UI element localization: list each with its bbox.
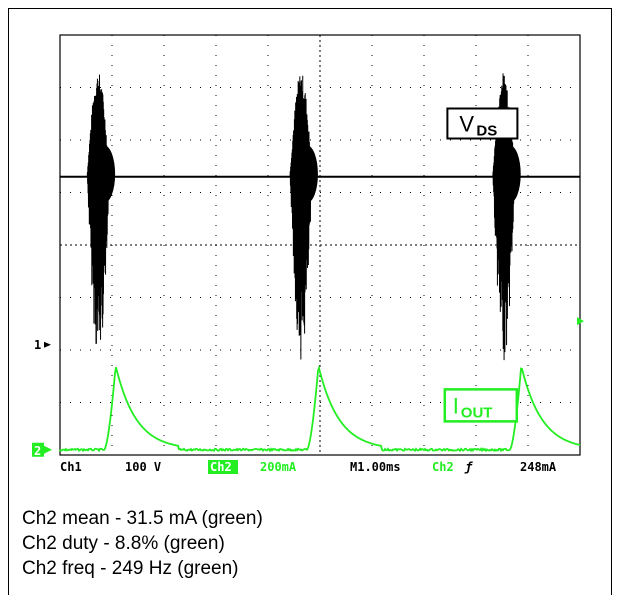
vds-trace-label: V DS [446,107,519,140]
vds-burst-core [296,145,318,203]
ch1-ground-marker: 1 [34,338,51,352]
ch1-scale: 100 V [125,460,161,474]
ch2-label-highlight [208,460,238,474]
iout-trace [59,364,581,453]
ch2-scale: 200mA [260,460,297,474]
vds-burst-core [93,145,116,203]
vds-burst-core [498,145,521,203]
measurement-mean: Ch2 mean - 31.5 mA (green) [22,508,263,529]
scope-grid [59,34,581,456]
trigger-level-arrow [577,317,584,326]
vds-label-main: V [459,112,474,137]
vds-label-subscript: DS [476,123,497,140]
ch1-label: Ch1 [60,460,82,474]
vds-trace [60,73,580,361]
ch1-ground-label: 1 [34,338,41,352]
trigger-slope-icon: ƒ [464,460,473,474]
measurement-duty: Ch2 duty - 8.8% (green) [22,533,225,554]
trigger-level: 248mA [520,460,557,474]
iout-waveform [59,364,581,453]
ch2-ground-label: 2 [34,444,41,458]
timebase: M1.00ms [350,460,401,474]
iout-label-main: I [453,393,459,418]
ch2-label: Ch2 [210,460,232,474]
measurement-frequency: Ch2 freq - 249 Hz (green) [22,558,239,579]
figure-frame [8,8,612,595]
trigger-source: Ch2 [432,460,454,474]
status-bar: Ch1 100 V Ch2 200mA M1.00ms Ch2 ƒ 248mA [60,460,557,474]
iout-label-subscript: OUT [461,404,493,421]
iout-trace-label: I OUT [443,388,519,423]
oscilloscope-screen: V DS I OUT 1 2 Ch1 100 V Ch2 200mA M1.00… [20,20,590,480]
ch2-ground-marker: 2 [32,442,52,458]
measurement-notes: Ch2 mean - 31.5 mA (green) Ch2 duty - 8.… [22,506,263,581]
